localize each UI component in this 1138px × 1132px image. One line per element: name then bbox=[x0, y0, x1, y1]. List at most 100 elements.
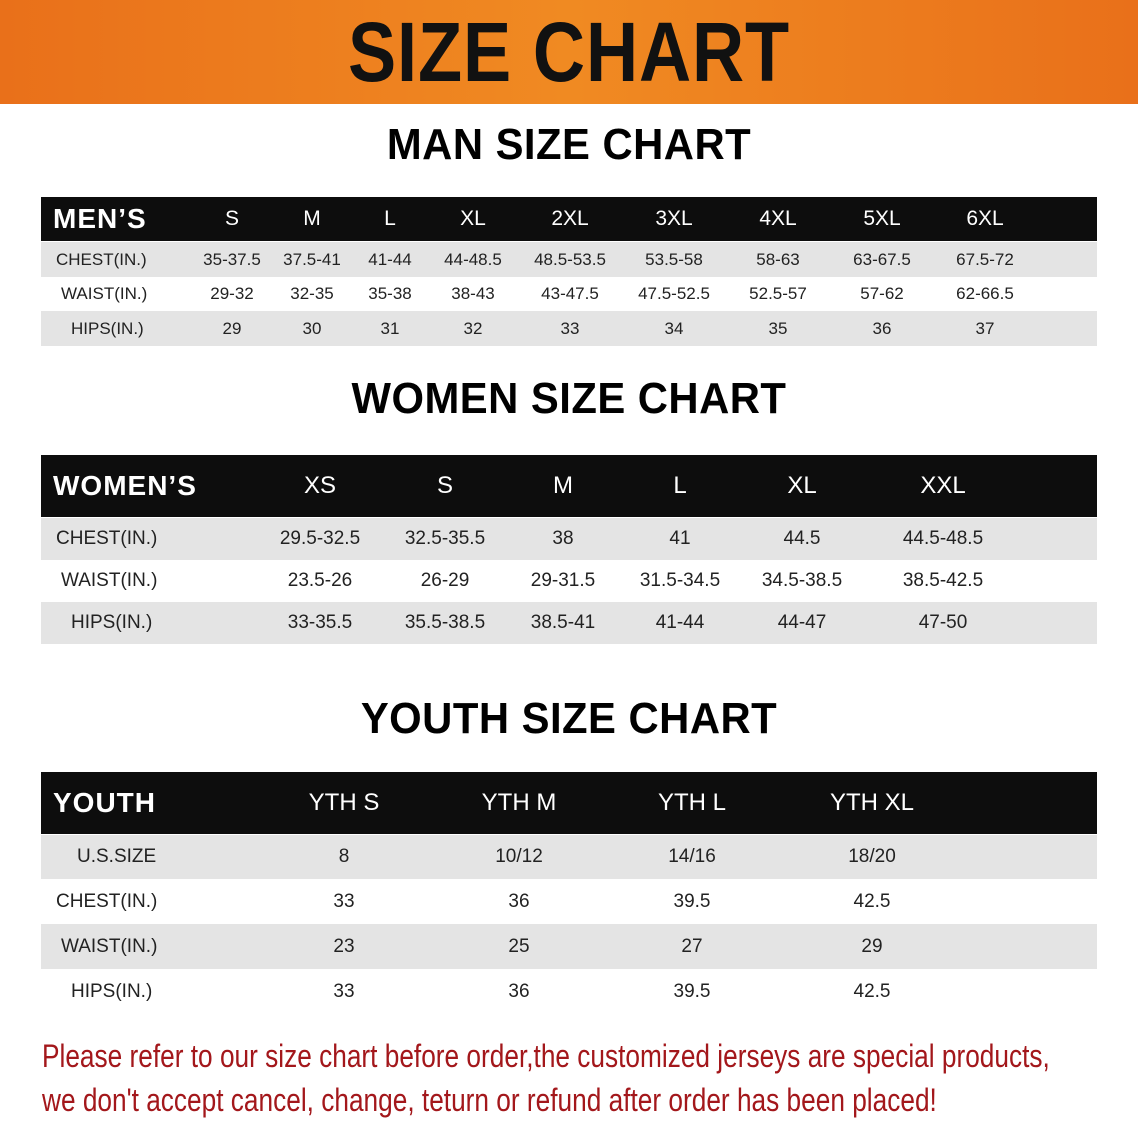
banner: SIZE CHART bbox=[0, 0, 1138, 104]
table-cell: 33 bbox=[560, 318, 580, 338]
row-label: HIPS(IN.) bbox=[71, 980, 153, 1002]
table-cell: 14/16 bbox=[668, 846, 716, 867]
table-cell: 23.5-26 bbox=[287, 570, 353, 591]
table-header-label: YOUTH bbox=[53, 787, 156, 818]
table-cell: 36 bbox=[508, 980, 530, 1002]
size-column-header: YTH S bbox=[308, 789, 380, 816]
table-cell: 35-37.5 bbox=[203, 249, 261, 269]
notice-line-1: Please refer to our size chart before or… bbox=[42, 1038, 1050, 1074]
banner-title: SIZE CHART bbox=[347, 5, 791, 99]
table-cell: 25 bbox=[508, 935, 530, 957]
table-cell: 33 bbox=[333, 980, 355, 1002]
youth-section-title: YOUTH SIZE CHART bbox=[360, 694, 778, 743]
table-cell: 38-43 bbox=[451, 284, 495, 303]
table-cell: 44.5-48.5 bbox=[902, 528, 984, 549]
size-column-header: L bbox=[384, 207, 396, 230]
size-column-header: XXL bbox=[920, 472, 966, 499]
size-column-header: S bbox=[436, 472, 453, 499]
size-column-header: YTH L bbox=[657, 789, 726, 816]
table-cell: 43-47.5 bbox=[541, 284, 599, 303]
table-cell: 44-47 bbox=[777, 612, 827, 633]
table-cell: 67.5-72 bbox=[956, 249, 1014, 269]
table-row: WAIST(IN.) 23 25 27 29 bbox=[41, 924, 1097, 969]
table-cell: 41-44 bbox=[368, 249, 412, 269]
row-label: CHEST(IN.) bbox=[56, 890, 158, 912]
header-row: WOMEN’S XS S M L XL XXL bbox=[41, 455, 1097, 517]
table-cell: 57-62 bbox=[860, 284, 904, 303]
table-cell: 31.5-34.5 bbox=[639, 570, 721, 591]
table-cell: 41 bbox=[669, 528, 691, 549]
table-cell: 47-50 bbox=[918, 612, 968, 633]
table-cell: 38 bbox=[552, 528, 574, 549]
size-column-header: L bbox=[673, 472, 687, 499]
table-cell: 34 bbox=[664, 318, 684, 338]
table-cell: 44.5 bbox=[783, 528, 821, 549]
men-section-title: MAN SIZE CHART bbox=[386, 120, 752, 169]
table-row: HIPS(IN.) 29 30 31 32 33 34 35 36 37 bbox=[41, 311, 1097, 346]
size-column-header: 4XL bbox=[759, 207, 797, 230]
table-row: WAIST(IN.) 29-32 32-35 35-38 38-43 43-47.5 47.… bbox=[41, 277, 1097, 311]
header-row: MEN’S S M L XL 2XL 3XL 4XL 5XL 6XL bbox=[41, 197, 1097, 241]
table-cell: 48.5-53.5 bbox=[534, 249, 606, 269]
table-cell: 39.5 bbox=[673, 980, 711, 1002]
table-row: HIPS(IN.) 33-35.5 35.5-38.5 38.5-41 41-44 44-… bbox=[41, 602, 1097, 644]
table-cell: 36 bbox=[508, 890, 530, 912]
size-column-header: XS bbox=[303, 472, 336, 499]
row-label: CHEST(IN.) bbox=[56, 528, 158, 549]
table-cell: 41-44 bbox=[655, 612, 705, 633]
size-column-header: YTH XL bbox=[829, 789, 915, 816]
table-cell: 35-38 bbox=[368, 284, 412, 303]
table-cell: 53.5-58 bbox=[645, 249, 703, 269]
table-cell: 26-29 bbox=[420, 570, 470, 591]
row-label: WAIST(IN.) bbox=[61, 284, 148, 303]
size-column-header: 6XL bbox=[966, 207, 1004, 230]
table-cell: 44-48.5 bbox=[444, 249, 502, 269]
table-cell: 32.5-35.5 bbox=[404, 528, 486, 549]
table-cell: 31 bbox=[380, 318, 400, 338]
table-cell: 39.5 bbox=[673, 890, 711, 912]
header-row: YOUTH YTH S YTH M YTH L YTH XL bbox=[41, 772, 1097, 834]
table-cell: 33 bbox=[333, 890, 355, 912]
size-column-header: YTH M bbox=[481, 789, 557, 816]
table-cell: 63-67.5 bbox=[853, 249, 911, 269]
table-cell: 32-35 bbox=[290, 284, 334, 303]
size-column-header: XL bbox=[460, 207, 486, 230]
row-label: HIPS(IN.) bbox=[71, 612, 153, 633]
women-section-title: WOMEN SIZE CHART bbox=[351, 374, 787, 423]
youth-size-table: YOUTH YTH S YTH M YTH L YTH XL U.S.SIZE 8 10/12… bbox=[41, 772, 1097, 1014]
table-cell: 47.5-52.5 bbox=[638, 284, 710, 303]
table-cell: 35.5-38.5 bbox=[404, 612, 486, 633]
men-size-table: MEN’S S M L XL 2XL 3XL 4XL 5XL 6XL CHEST(IN.) 35-37… bbox=[41, 197, 1097, 346]
size-column-header: XL bbox=[787, 472, 817, 499]
table-row: CHEST(IN.) 29.5-32.5 32.5-35.5 38 41 44.5 44.5… bbox=[41, 518, 1097, 560]
row-label: CHEST(IN.) bbox=[56, 249, 147, 269]
table-cell: 37.5-41 bbox=[283, 249, 341, 269]
table-cell: 34.5-38.5 bbox=[761, 570, 843, 591]
table-cell: 29 bbox=[222, 318, 242, 338]
table-cell: 33-35.5 bbox=[287, 612, 353, 633]
table-header-label: MEN’S bbox=[53, 203, 147, 234]
table-cell: 38.5-41 bbox=[530, 612, 596, 633]
table-cell: 62-66.5 bbox=[956, 284, 1014, 303]
notice-line-2: we don't accept cancel, change, teturn o… bbox=[42, 1082, 937, 1118]
table-row: U.S.SIZE 8 10/12 14/16 18/20 bbox=[41, 835, 1097, 879]
table-cell: 29 bbox=[861, 935, 883, 957]
table-cell: 8 bbox=[338, 846, 350, 867]
size-column-header: M bbox=[553, 472, 573, 499]
table-header-label: WOMEN’S bbox=[53, 470, 197, 501]
table-row: CHEST(IN.) 35-37.5 37.5-41 41-44 44-48.5 48.5… bbox=[41, 242, 1097, 277]
table-cell: 36 bbox=[872, 318, 892, 338]
table-cell: 35 bbox=[768, 318, 788, 338]
size-column-header: 3XL bbox=[655, 207, 693, 230]
table-cell: 23 bbox=[333, 935, 355, 957]
table-cell: 29-31.5 bbox=[530, 570, 596, 591]
table-cell: 58-63 bbox=[756, 249, 800, 269]
table-cell: 37 bbox=[975, 318, 995, 338]
women-size-table: WOMEN’S XS S M L XL XXL CHEST(IN.) 29.5-32.5 32.5… bbox=[41, 455, 1097, 644]
table-cell: 27 bbox=[681, 935, 703, 957]
row-label: U.S.SIZE bbox=[77, 846, 157, 867]
size-column-header: M bbox=[303, 207, 321, 230]
table-row: CHEST(IN.) 33 36 39.5 42.5 bbox=[41, 879, 1097, 924]
table-cell: 38.5-42.5 bbox=[902, 570, 984, 591]
table-cell: 52.5-57 bbox=[749, 284, 807, 303]
